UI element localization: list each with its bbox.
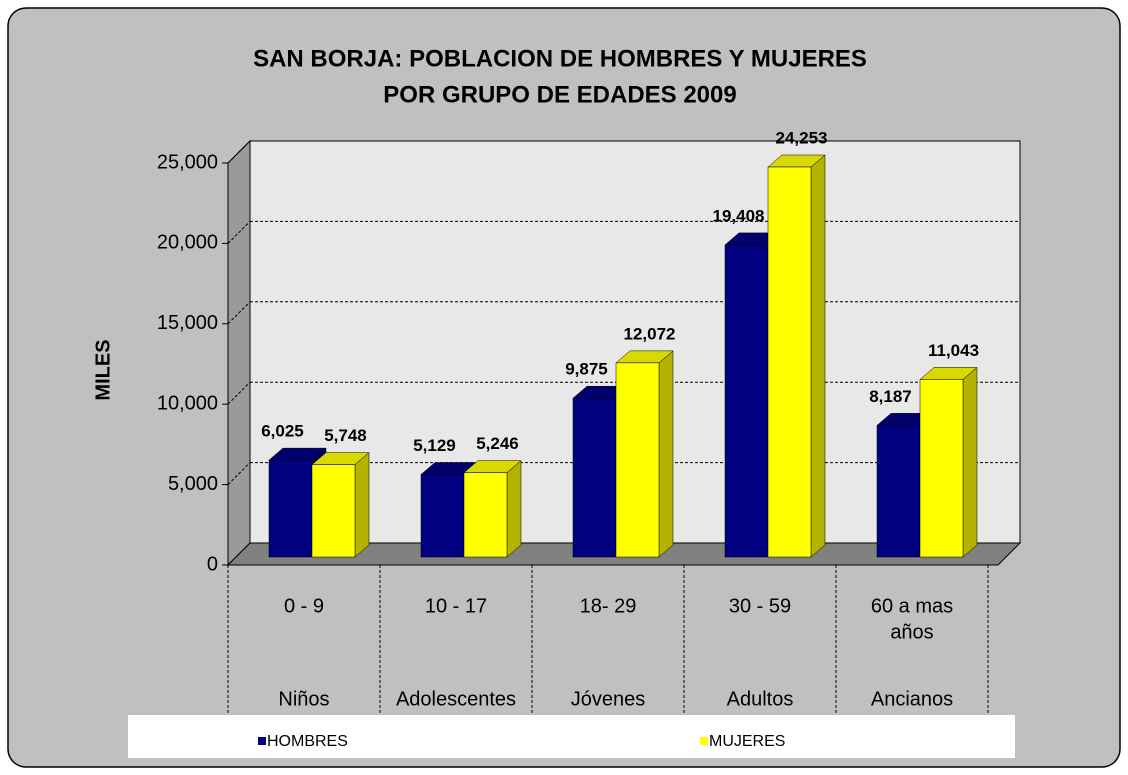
data-label: 9,875 <box>565 360 608 379</box>
y-axis-label: MILES <box>92 339 114 400</box>
data-label: 5,748 <box>324 426 367 445</box>
data-label: 24,253 <box>776 128 828 147</box>
x-tick-label: 0 - 9 <box>284 595 324 617</box>
bar <box>572 397 617 558</box>
grid-line <box>227 140 251 164</box>
data-label: 11,043 <box>928 341 979 360</box>
x-tick-label: 10 - 17 <box>425 595 487 617</box>
data-label: 8,187 <box>869 387 912 406</box>
x-group-label: Ancianos <box>871 688 953 710</box>
data-label: 5,129 <box>413 436 456 455</box>
bar <box>615 362 660 558</box>
x-tick-label: 60 a mas <box>871 595 953 617</box>
bar <box>311 464 356 558</box>
legend-swatch <box>258 737 266 745</box>
bar-side <box>810 154 826 558</box>
x-group-label: Adolescentes <box>396 688 516 710</box>
y-tick-label: 15,000 <box>157 312 218 334</box>
data-label: 12,072 <box>624 324 676 343</box>
x-group-label: Adultos <box>727 688 794 710</box>
bar <box>420 474 465 558</box>
x-tick-label: años <box>890 621 933 643</box>
bar <box>268 459 313 558</box>
data-label: 5,246 <box>476 434 519 453</box>
side-wall <box>227 139 251 567</box>
chart-title: POR GRUPO DE EDADES 2009 <box>383 81 736 108</box>
x-tick-label: 30 - 59 <box>729 595 791 617</box>
legend-swatch <box>700 737 708 745</box>
legend <box>128 715 1015 758</box>
grid-line <box>227 301 251 325</box>
x-tick-label: 18- 29 <box>580 595 637 617</box>
y-tick-label: 0 <box>207 553 218 575</box>
bar <box>724 244 769 558</box>
bar-side <box>658 350 674 558</box>
bar <box>919 379 964 558</box>
x-group-label: Niños <box>278 688 329 710</box>
bar <box>463 472 508 558</box>
y-tick-label: 20,000 <box>157 232 218 254</box>
y-tick-label: 5,000 <box>168 473 218 495</box>
bar-side <box>506 460 522 558</box>
y-tick-label: 10,000 <box>157 392 218 414</box>
bar <box>876 425 921 558</box>
bar-side <box>962 366 978 558</box>
y-tick-label: 25,000 <box>157 151 218 173</box>
chart-title: SAN BORJA: POBLACION DE HOMBRES Y MUJERE… <box>253 45 867 72</box>
legend-label: MUJERES <box>709 733 785 750</box>
legend-label: HOMBRES <box>267 733 348 750</box>
data-label: 6,025 <box>261 422 304 441</box>
grid-line <box>227 221 251 244</box>
bar <box>767 166 812 558</box>
x-group-label: Jóvenes <box>571 688 646 710</box>
bar-side <box>354 452 370 558</box>
grid-line <box>227 381 251 405</box>
data-label: 19,408 <box>713 206 765 225</box>
grid-line <box>227 462 251 485</box>
